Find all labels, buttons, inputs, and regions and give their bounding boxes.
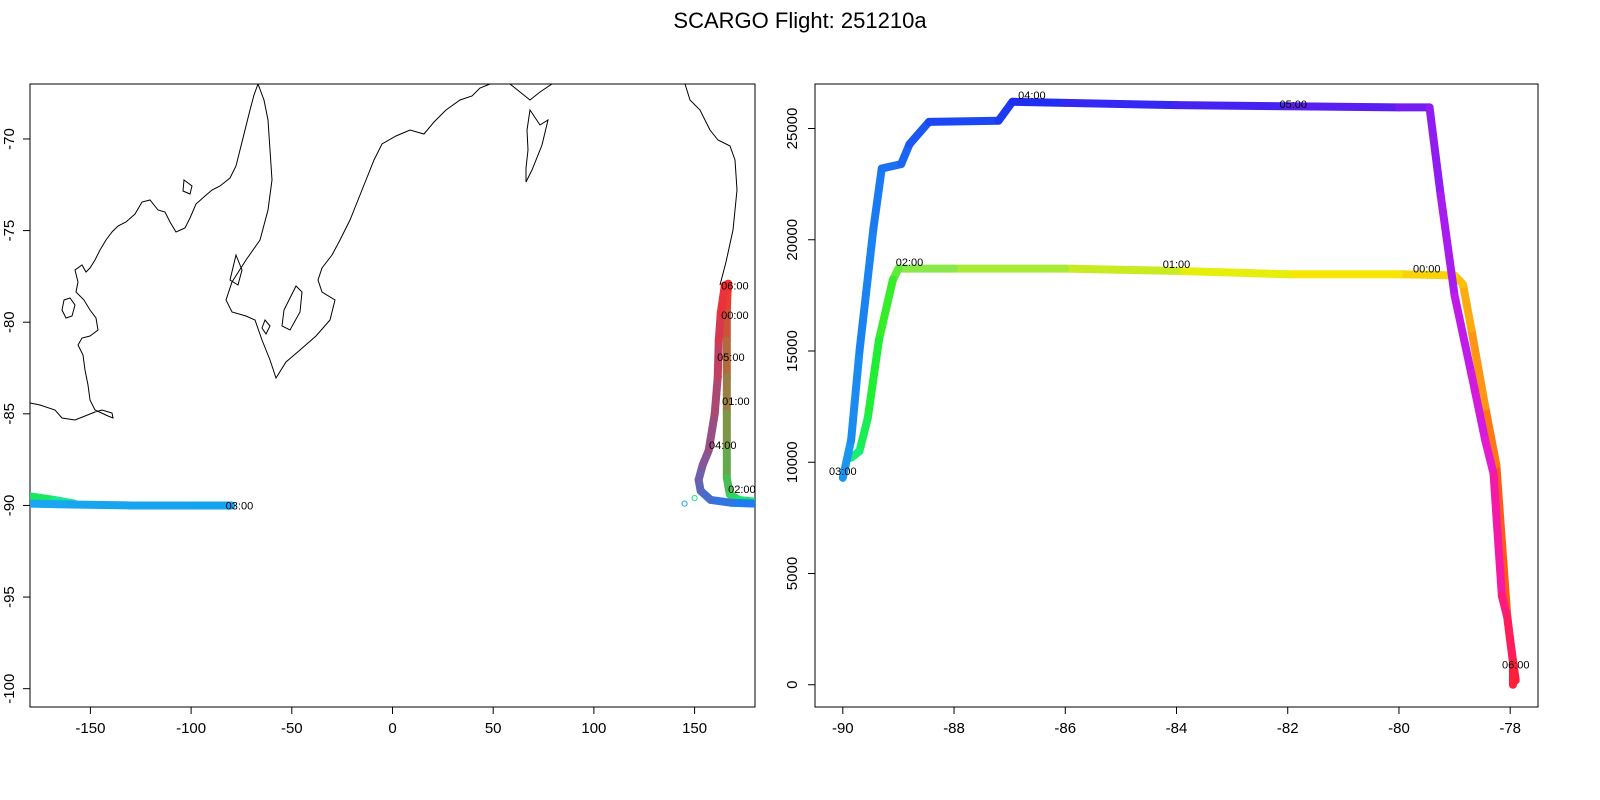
return-leg-segment: [710, 373, 722, 418]
altitude-y-tick-label: 20000: [784, 219, 801, 261]
west-leg-green-segment: [30, 492, 59, 504]
outbound-profile-segment: [847, 447, 864, 462]
coastline-outline: [30, 84, 738, 421]
altitude-x-tick-label: -90: [832, 720, 854, 737]
axes-layer: -150 -100 -50 0 50 100 150 -70 -75 -80 -85 -90 -95 -1…: [1, 108, 1521, 737]
west-leg-blue-segment: [30, 499, 75, 509]
map-time-label: 06:00: [721, 281, 749, 293]
return-profile-segment: [838, 436, 856, 482]
return-leg-segment: [726, 498, 755, 508]
altitude-time-label: 06:00: [1502, 660, 1530, 672]
altitude-x-tick-label: -80: [1388, 720, 1410, 737]
outbound-profile-segment: [1481, 402, 1501, 469]
map-y-tick-label: -70: [1, 128, 18, 150]
map-time-label: 00:00: [721, 310, 749, 322]
map-data-layer: 06:00 00:00 05:00 01:00 04:00 02:00 03:00: [30, 279, 756, 512]
map-y-tick-label: -100: [1, 674, 18, 704]
altitude-y-tick-label: 5000: [784, 557, 801, 590]
return-profile-segment: [1283, 102, 1403, 112]
map-x-tick-label: 150: [682, 720, 707, 737]
altitude-time-label: 03:00: [829, 466, 857, 478]
altitude-x-tick-label: -86: [1054, 720, 1076, 737]
return-profile-segment: [1467, 369, 1490, 444]
return-profile-segment: [1481, 436, 1498, 478]
return-profile-segment: [855, 224, 878, 355]
outbound-profile-segment: [1394, 270, 1459, 280]
outbound-profile-segment: [1172, 266, 1292, 279]
return-profile-segment: [1503, 614, 1517, 667]
return-profile-segment: [1061, 98, 1181, 110]
altitude-x-tick-label: -82: [1277, 720, 1299, 737]
return-leg-segment: [714, 309, 725, 345]
altitude-y-tick-label: 25000: [784, 108, 801, 150]
west-leg-blue-segment: [66, 500, 135, 510]
return-leg-segment: [720, 279, 733, 290]
return-profile-segment: [905, 117, 934, 149]
map-time-label: 05:00: [717, 352, 745, 364]
altitude-x-tick-label: -84: [1166, 720, 1188, 737]
altitude-y-tick-label: 0: [784, 681, 801, 689]
map-time-label: 03:00: [226, 500, 254, 512]
return-profile-segment: [1172, 101, 1292, 111]
altitude-time-label: 02:00: [896, 257, 924, 269]
isolated-point: [681, 500, 688, 507]
map-plot-frame: [29, 83, 756, 708]
return-profile-segment: [1436, 191, 1459, 300]
altitude-time-label: 04:00: [1018, 90, 1046, 102]
chart-title: SCARGO Flight: 251210a: [673, 8, 927, 33]
outbound-profile-segment: [1061, 264, 1181, 275]
return-profile-segment: [925, 116, 1003, 126]
return-profile-segment: [1450, 291, 1476, 378]
map-y-tick-label: -95: [1, 586, 18, 608]
map-y-tick-label: -85: [1, 403, 18, 425]
altitude-y-tick-label: 10000: [784, 441, 801, 483]
map-y-tick-label: -75: [1, 220, 18, 242]
map-time-label: 04:00: [709, 440, 737, 452]
outbound-profile-segment: [863, 335, 883, 422]
map-time-label: 01:00: [722, 396, 750, 408]
altitude-y-tick-label: 15000: [784, 330, 801, 372]
map-x-tick-label: -100: [176, 720, 206, 737]
altitude-time-label: 05:00: [1280, 99, 1308, 111]
return-profile-segment: [1489, 469, 1506, 600]
altitude-x-tick-label: -78: [1499, 720, 1521, 737]
return-leg-segment: [713, 336, 723, 382]
map-x-tick-label: 100: [581, 720, 606, 737]
map-x-tick-label: 0: [388, 720, 396, 737]
return-leg-segment: [716, 281, 729, 318]
altitude-time-label: 00:00: [1413, 264, 1441, 276]
map-x-tick-label: -50: [281, 720, 303, 737]
altitude-data-layer: 04:00 05:00 02:00 01:00 00:00 03:00 06:00: [829, 90, 1530, 689]
map-x-tick-label: -150: [75, 720, 105, 737]
return-profile-segment: [869, 164, 886, 233]
return-leg-segment: [704, 409, 719, 455]
return-profile-segment: [1425, 103, 1445, 200]
outbound-profile-segment: [874, 275, 897, 344]
map-x-tick-label: 50: [485, 720, 502, 737]
altitude-plot-frame: [814, 83, 1539, 708]
return-profile-segment: [847, 347, 864, 444]
map-y-tick-label: -80: [1, 311, 18, 333]
outbound-profile-segment: [1467, 324, 1490, 411]
outbound-profile-segment: [1458, 280, 1476, 333]
map-y-tick-label: -90: [1, 495, 18, 517]
map-time-label: 02:00: [728, 484, 756, 496]
return-profile-segment: [1008, 97, 1070, 107]
isolated-point: [691, 495, 698, 502]
altitude-time-label: 01:00: [1163, 259, 1191, 271]
outbound-profile-segment: [855, 413, 872, 456]
altitude-x-tick-label: -88: [943, 720, 965, 737]
